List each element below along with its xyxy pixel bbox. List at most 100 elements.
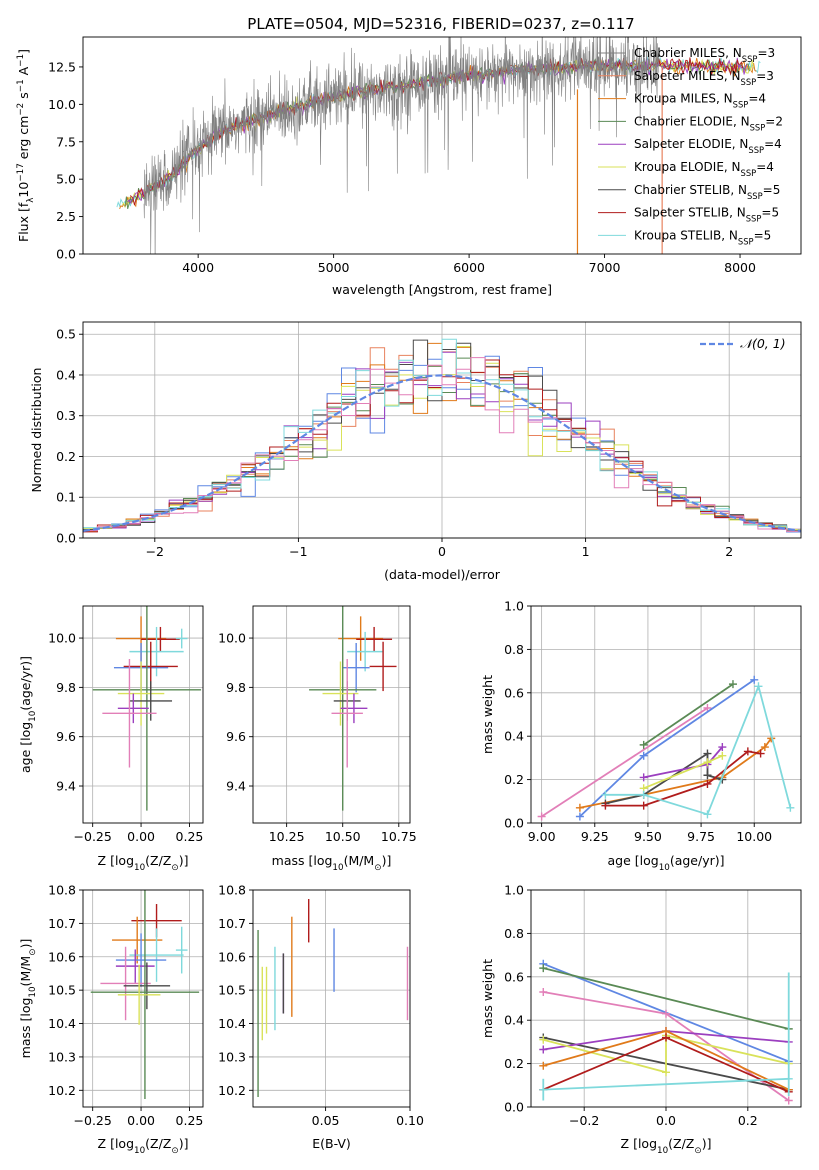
axes-border [530,605,802,824]
label-part: (Z/Z [668,1136,694,1151]
label-part: =3 [757,46,775,60]
weight-point-marker [662,1009,670,1018]
weight-point-marker [703,758,712,767]
weight-point-marker [703,749,712,758]
weight-point-marker [539,1035,548,1044]
axes-frame: 9.00 9.25 9.50 9.75 10.00 0.0 0.2 0.4 0.6 0.8 1.0 a… [480,599,802,873]
axes-frame: −0.2 0.0 0.2 0.0 0.2 0.4 0.6 0.8 1.0 Z [log10(Z/Z… [480,883,802,1156]
x-tick-label: 9.50 [634,829,662,844]
label-part: s [16,92,31,103]
label-part: Chabrier MILES, N [634,46,742,60]
weight-point-marker [539,987,548,996]
y-tick-label: 0.0 [56,531,76,546]
weight-point-marker [639,773,648,782]
label-part: 10 [16,182,31,198]
mass-vs-ebv-panel: 0.05 0.10 10.2 10.3 10.4 10.5 10.6 10.7 10.8 E(B-… [218,883,424,1152]
label-part: =4 [764,137,782,151]
plot-area [537,675,795,821]
label-part: (Z/Z [145,853,171,868]
label-part: )] [18,939,33,949]
x-tick-label: 10.00 [736,829,772,844]
label-part: )] [702,1136,712,1151]
legend-label: 𝒩(0, 1) [740,336,786,351]
y-tick-label: 10.6 [218,949,246,964]
y-tick-label: 0.6 [504,969,524,984]
label-part: Salpeter MILES, N [634,69,741,83]
label-part: ⊙ [694,1146,701,1156]
label-part: =3 [756,69,774,83]
legend-label: Salpeter MILES, NSSP=3 [634,69,774,87]
axes-frame: 4000 5000 6000 7000 8000 0.0 2.5 5.0 7.5 10.0 12.5… [16,36,802,297]
y-tick-label: 10.2 [48,1083,76,1098]
y-tick-label: 0.2 [504,772,524,787]
y-axis-label: Normed distribution [29,368,44,493]
figure-title: PLATE=0504, MJD=52316, FIBERID=0237, z=0… [247,15,634,33]
label-part: mass weight [480,675,495,754]
grid-lines [253,606,410,823]
label-part: (M/M [18,956,33,987]
label-part: −1 [16,54,26,67]
weight-series-line [543,967,789,1030]
weight-series-line [543,1077,789,1091]
weight-point-marker [662,1033,670,1042]
label-part: (data-model)/error [384,567,501,582]
legend-label: Chabrier ELODIE, NSSP=2 [634,114,783,132]
legend-label: Kroupa MILES, NSSP=4 [634,92,766,110]
y-tick-label: 0.8 [504,926,524,941]
y-tick-label: 10.4 [48,1016,76,1031]
label-part: SSP [738,236,754,246]
weight-point-marker [743,747,752,756]
y-tick-label: 10.0 [48,97,76,112]
label-part: =2 [765,114,783,128]
label-part: 10 [659,863,670,873]
label-part: −17 [16,163,26,181]
label-part: 10 [134,863,145,873]
weight-series-line [605,751,723,805]
y-axis-label: Flux [fλ10−17 erg cm−2 s−1 A−1] [16,49,36,242]
label-part: =5 [763,183,781,197]
x-tick-label: 2 [725,544,733,559]
label-part: λ [26,198,36,203]
grid-lines [83,889,203,1107]
x-tick-label: 0.05 [312,1113,340,1128]
y-tick-label: 10.7 [48,916,76,931]
weight-point-marker [703,703,712,712]
label-part: 10 [657,1146,668,1156]
legend-label: Salpeter STELIB, NSSP=5 [634,206,779,224]
weight-point-marker [601,790,610,799]
x-tick-label: −1 [289,544,307,559]
x-tick-label: −0.25 [74,1113,112,1128]
label-part: (age/yr)] [18,656,33,711]
y-tick-label: 0.2 [504,1056,524,1071]
plot-area [83,338,801,533]
x-tick-label: 5000 [318,260,350,275]
plot-area [257,899,409,1097]
weight-point-marker [760,743,769,752]
y-tick-label: 10.6 [48,949,76,964]
y-tick-label: 9.6 [226,729,246,744]
label-part: Kroupa STELIB, N [634,228,738,242]
label-part: ⊙ [28,948,38,955]
label-part: Salpeter STELIB, N [634,206,746,220]
label-part: Z [log [98,1136,134,1151]
weight-point-marker [718,751,727,760]
x-axis-label: wavelength [Angstrom, rest frame] [332,282,552,297]
legend-label: Salpeter ELODIE, NSSP=4 [634,137,782,155]
legend-label: Chabrier MILES, NSSP=3 [634,46,775,64]
y-tick-label: 0.0 [504,1100,524,1115]
label-part: Z [log [98,853,134,868]
label-part: 10 [28,711,38,722]
x-tick-label: 10.25 [269,829,305,844]
x-tick-label: 10.75 [381,829,417,844]
weight-series-line [543,1034,789,1074]
label-part: 10 [28,986,38,997]
y-tick-label: 0.8 [504,642,524,657]
label-part: SSP [741,77,757,87]
label-part: )] [179,853,189,868]
y-axis-label: mass [log10(M/M⊙)] [18,939,38,1059]
weight-point-marker [639,751,648,760]
label-part: Kroupa MILES, N [634,92,733,106]
label-part: Normed distribution [29,368,44,493]
y-tick-label: 0.1 [56,490,76,505]
label-part: SSP [747,191,763,201]
